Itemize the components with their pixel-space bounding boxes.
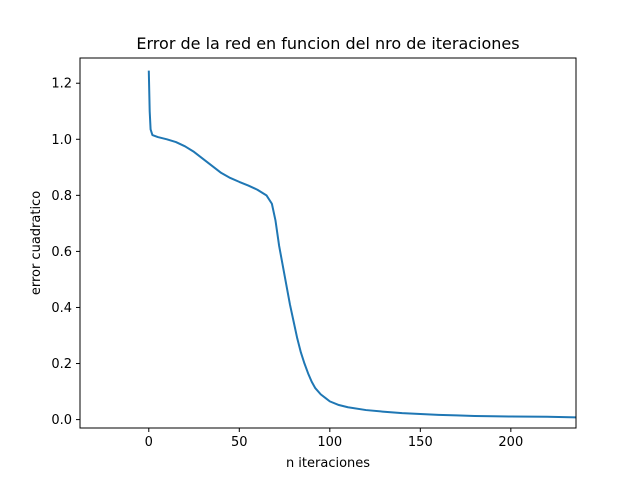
y-axis: 0.0 0.2 0.4 0.6 0.8 1.0 1.2 xyxy=(51,77,80,428)
y-tick-label: 0.4 xyxy=(51,301,72,316)
x-tick-label: 0 xyxy=(145,435,153,450)
axes-frame xyxy=(79,57,577,429)
y-tick-label: 0.0 xyxy=(51,413,72,428)
x-axis-label: n iteraciones xyxy=(286,456,370,471)
y-tick-label: 1.2 xyxy=(51,77,72,92)
y-tick-label: 0.2 xyxy=(51,357,72,372)
x-tick-label: 150 xyxy=(408,435,433,450)
chart-title: Error de la red en funcion del nro de it… xyxy=(136,34,519,53)
y-tick-label: 0.6 xyxy=(51,245,72,260)
y-axis-label: error cuadratico xyxy=(29,191,44,295)
x-tick-label: 100 xyxy=(317,435,342,450)
x-tick-label: 50 xyxy=(231,435,248,450)
plot-area xyxy=(79,57,577,429)
x-axis: 0 50 100 150 200 xyxy=(145,428,523,450)
y-tick-label: 0.8 xyxy=(51,189,72,204)
series-line-0 xyxy=(147,70,577,419)
y-tick-label: 1.0 xyxy=(51,133,72,148)
x-tick-label: 200 xyxy=(498,435,523,450)
